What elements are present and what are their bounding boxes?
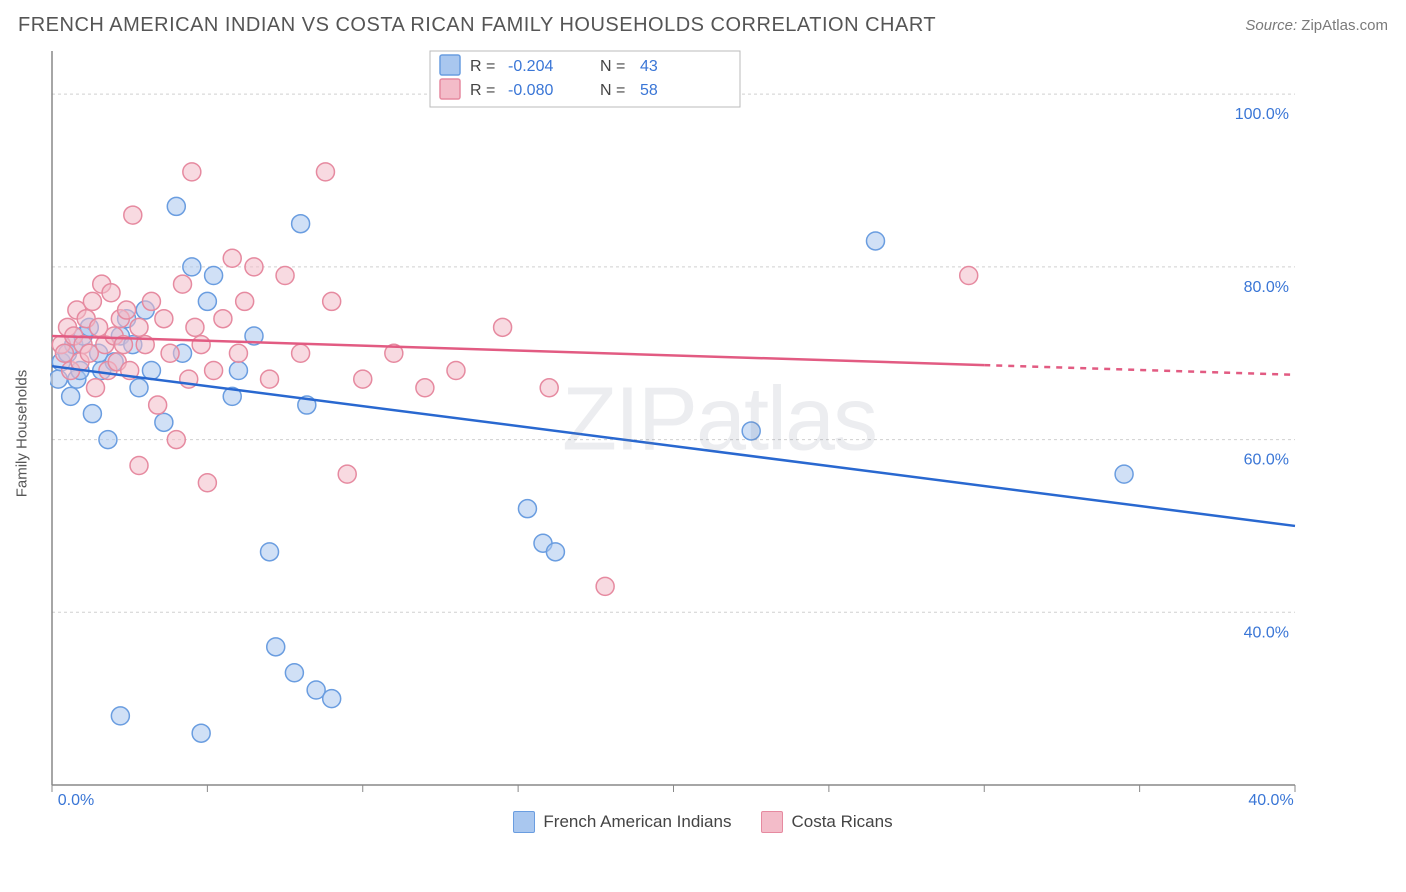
chart-title: FRENCH AMERICAN INDIAN VS COSTA RICAN FA… — [18, 14, 936, 37]
data-point — [338, 465, 356, 483]
source-label: Source: — [1245, 17, 1297, 34]
stats-r-value: -0.204 — [508, 58, 553, 75]
data-point — [323, 292, 341, 310]
data-point — [229, 362, 247, 380]
data-point — [102, 284, 120, 302]
data-point — [323, 690, 341, 708]
data-point — [742, 422, 760, 440]
data-point — [62, 387, 80, 405]
stats-swatch — [440, 55, 460, 75]
stats-n-value: 43 — [640, 58, 658, 75]
data-point — [261, 370, 279, 388]
data-point — [236, 292, 254, 310]
data-point — [546, 543, 564, 561]
data-point — [518, 500, 536, 518]
data-point — [167, 197, 185, 215]
data-point — [447, 362, 465, 380]
data-point — [118, 301, 136, 319]
data-point — [83, 292, 101, 310]
data-point — [142, 362, 160, 380]
data-point — [99, 431, 117, 449]
legend-label: French American Indians — [543, 812, 731, 832]
data-point — [245, 258, 263, 276]
data-point — [192, 724, 210, 742]
data-point — [183, 258, 201, 276]
data-point — [276, 267, 294, 285]
scatter-chart-svg: 40.0% 60.0% 80.0% 100.0% 0.0% 40.0% R = -0.204 N… — [50, 45, 1375, 805]
data-point — [161, 344, 179, 362]
data-point — [167, 431, 185, 449]
data-point — [354, 370, 372, 388]
data-point — [1115, 465, 1133, 483]
legend-swatch — [761, 811, 783, 833]
data-point — [174, 275, 192, 293]
chart-container: Family Households ZIPatlas 40.0%60.0%80.… — [50, 45, 1388, 805]
stats-r-label: R = — [470, 82, 495, 99]
stats-r-value: -0.080 — [508, 82, 553, 99]
data-point — [292, 215, 310, 233]
legend-item: Costa Ricans — [761, 811, 892, 833]
y-axis-label: Family Households — [14, 370, 31, 498]
legend-swatch — [513, 811, 535, 833]
data-point — [960, 267, 978, 285]
stats-n-value: 58 — [640, 82, 658, 99]
data-point — [198, 292, 216, 310]
xtick-label: 40.0% — [1248, 792, 1293, 805]
ytick-label: 40.0% — [1244, 624, 1289, 641]
data-point — [229, 344, 247, 362]
stats-n-label: N = — [600, 82, 625, 99]
trend-line — [52, 366, 1295, 526]
data-point — [149, 396, 167, 414]
data-point — [130, 379, 148, 397]
source-value: ZipAtlas.com — [1301, 17, 1388, 34]
data-point — [155, 310, 173, 328]
xtick-label: 0.0% — [58, 792, 94, 805]
data-point — [111, 707, 129, 725]
data-point — [292, 344, 310, 362]
data-point — [261, 543, 279, 561]
data-point — [285, 664, 303, 682]
data-point — [124, 206, 142, 224]
data-point — [130, 318, 148, 336]
stats-n-label: N = — [600, 58, 625, 75]
data-point — [130, 456, 148, 474]
data-point — [223, 249, 241, 267]
trend-line-dashed — [984, 365, 1295, 375]
data-point — [540, 379, 558, 397]
legend-item: French American Indians — [513, 811, 731, 833]
data-point — [596, 577, 614, 595]
legend-bottom: French American Indians Costa Ricans — [0, 811, 1406, 833]
data-point — [494, 318, 512, 336]
data-point — [183, 163, 201, 181]
stats-swatch — [440, 79, 460, 99]
legend-label: Costa Ricans — [791, 812, 892, 832]
data-point — [83, 405, 101, 423]
data-point — [192, 336, 210, 354]
source-attribution: Source: ZipAtlas.com — [1245, 17, 1388, 34]
data-point — [155, 413, 173, 431]
data-point — [205, 362, 223, 380]
data-point — [87, 379, 105, 397]
stats-r-label: R = — [470, 58, 495, 75]
data-point — [416, 379, 434, 397]
data-point — [214, 310, 232, 328]
ytick-label: 80.0% — [1244, 279, 1289, 296]
ytick-label: 100.0% — [1235, 106, 1289, 123]
data-point — [316, 163, 334, 181]
data-point — [205, 267, 223, 285]
data-point — [142, 292, 160, 310]
data-point — [186, 318, 204, 336]
ytick-label: 60.0% — [1244, 452, 1289, 469]
data-point — [866, 232, 884, 250]
data-point — [267, 638, 285, 656]
data-point — [198, 474, 216, 492]
